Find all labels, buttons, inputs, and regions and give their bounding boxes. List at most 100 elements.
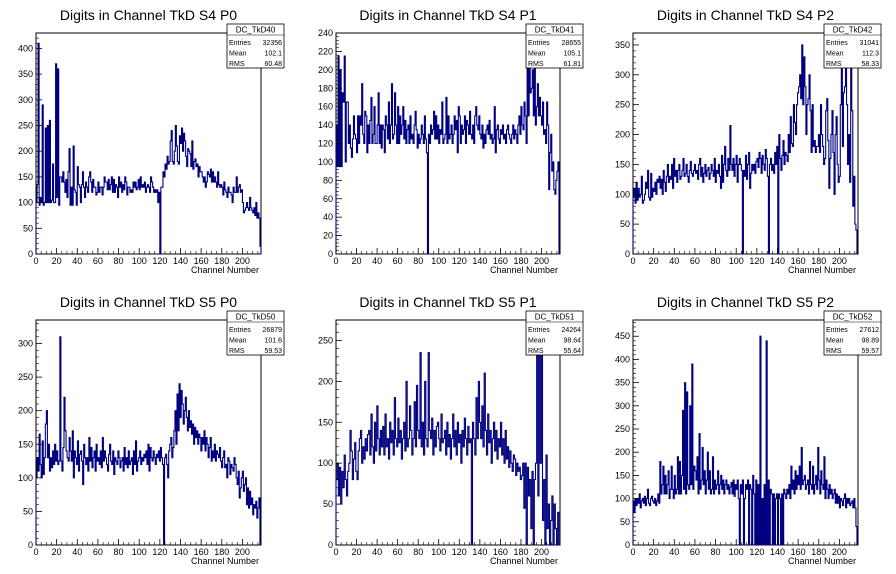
y-tick-label: 300 [18,339,33,349]
x-tick-label: 200 [534,256,549,266]
x-tick-label: 60 [393,256,403,266]
histogram-panel: Digits in Channel TkD S5 P0 0 20 40 60 80 100 1… [18,294,285,566]
x-tick-label: 140 [472,547,487,557]
y-tick-label: 240 [318,28,333,38]
y-tick-label: 180 [318,83,333,93]
histogram-series [335,323,560,546]
stats-value: 59.53 [264,348,282,355]
stats-value: 32356 [263,40,283,47]
stats-name: DC_TkD51 [535,313,575,322]
y-tick-label: 50 [620,219,630,229]
stats-box [823,310,882,356]
y-tick-label: 300 [18,95,33,105]
x-tick-label: 20 [352,547,362,557]
y-tick-label: 20 [323,231,333,241]
x-tick-label: 20 [649,256,659,266]
x-tick-label: 200 [534,547,549,557]
panel-title: Digits in Channel TkD S5 P0 [60,294,237,310]
x-tick-label: 60 [690,256,700,266]
y-tick-label: 200 [318,376,333,386]
x-tick-label: 140 [173,256,188,266]
stats-value: 55.64 [563,348,581,355]
y-tick-label: 200 [18,406,33,416]
y-tick-label: 50 [23,506,33,516]
x-tick-label: 120 [452,547,467,557]
stats-value: 112.3 [862,51,879,58]
stats-value: 102.1 [264,51,282,58]
stats-name: DC_TkD40 [236,26,276,35]
y-tick-label: 200 [318,65,333,75]
stats-box [823,23,882,69]
x-tick-label: 140 [770,547,785,557]
stats-label: Entries [229,327,251,334]
y-tick-label: 150 [318,417,333,427]
x-tick-label: 180 [214,256,229,266]
x-tick-label: 0 [333,256,338,266]
stats-box [525,23,584,69]
y-tick-label: 100 [18,198,33,208]
y-tick-label: 350 [615,378,630,388]
stats-label: Mean [528,338,546,345]
x-tick-label: 100 [132,256,147,266]
stats-value: 58.33 [861,61,879,68]
x-tick-label: 80 [711,256,721,266]
panel-title: Digits in Channel TkD S4 P0 [60,7,237,23]
x-tick-label: 100 [729,256,744,266]
x-tick-label: 0 [333,547,338,557]
x-tick-label: 200 [235,256,250,266]
y-tick-label: 250 [318,335,333,345]
y-tick-label: 140 [318,120,333,130]
y-tick-label: 220 [318,46,333,56]
x-tick-label: 180 [811,256,826,266]
y-tick-label: 0 [625,540,630,550]
x-tick-label: 40 [72,547,82,557]
stats-value: 59.57 [861,348,879,355]
y-tick-label: 250 [615,424,630,434]
x-tick-label: 80 [114,256,124,266]
stats-label: Mean [528,51,546,58]
stats-name: DC_TkD42 [833,26,873,35]
x-tick-label: 160 [194,256,209,266]
y-tick-label: 100 [318,157,333,167]
x-tick-label: 120 [452,256,467,266]
histogram-series [35,336,261,546]
stats-label: Mean [229,51,247,58]
x-tick-label: 60 [93,256,103,266]
x-tick-label: 100 [431,256,446,266]
stats-label: Mean [826,51,844,58]
x-tick-label: 120 [749,256,764,266]
stats-name: DC_TkD50 [236,313,276,322]
y-tick-label: 50 [323,499,333,509]
stats-box [525,310,584,356]
x-tick-label: 20 [52,547,62,557]
y-tick-label: 0 [28,249,33,259]
stats-label: RMS [528,61,544,68]
x-tick-label: 40 [669,547,679,557]
y-tick-label: 80 [323,175,333,185]
stats-label: RMS [826,61,842,68]
x-tick-label: 200 [832,547,847,557]
y-tick-label: 50 [620,517,630,527]
x-tick-label: 120 [152,547,167,557]
y-tick-label: 0 [328,249,333,259]
x-axis-label: Channel Number [490,556,558,566]
histogram-panel: Digits in Channel TkD S4 P0 0 20 40 60 80 100 1… [18,7,285,275]
x-tick-label: 100 [431,547,446,557]
y-tick-label: 100 [318,458,333,468]
x-tick-label: 80 [413,547,423,557]
y-tick-label: 300 [615,401,630,411]
y-tick-label: 250 [615,100,630,110]
stats-value: 98.64 [563,338,581,345]
histogram-panel: Digits in Channel TkD S4 P2 0 20 40 60 80 100 1… [615,7,882,275]
y-tick-label: 300 [615,70,630,80]
x-tick-label: 100 [729,547,744,557]
y-tick-label: 150 [615,159,630,169]
x-tick-label: 0 [630,547,635,557]
y-tick-label: 400 [18,43,33,53]
x-tick-label: 20 [52,256,62,266]
histogram-panel: Digits in Channel TkD S5 P1 0 20 40 60 80 100 1… [318,294,584,566]
y-tick-label: 60 [323,194,333,204]
stats-name: DC_TkD52 [833,313,873,322]
y-tick-label: 150 [615,470,630,480]
